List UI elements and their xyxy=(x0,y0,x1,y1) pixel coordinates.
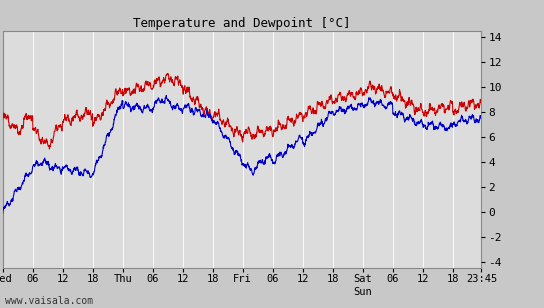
Text: www.vaisala.com: www.vaisala.com xyxy=(5,297,94,306)
Title: Temperature and Dewpoint [°C]: Temperature and Dewpoint [°C] xyxy=(133,17,351,30)
Text: Sun: Sun xyxy=(353,287,372,297)
